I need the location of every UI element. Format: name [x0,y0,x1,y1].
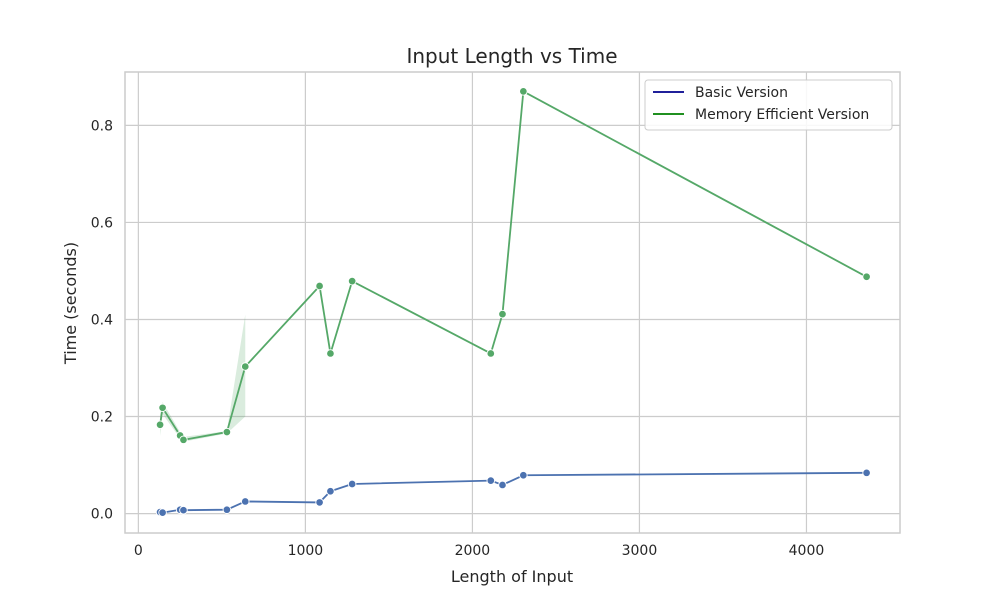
y-axis-title: Time (seconds) [61,242,80,365]
x-tick-label: 3000 [622,543,658,559]
data-point-memory-efficient-version [519,87,528,96]
legend-box [644,79,893,131]
data-point-basic-version [326,487,335,496]
grid-lines [125,72,900,533]
data-point-memory-efficient-version [158,403,167,413]
x-tick-label: 1000 [288,543,324,559]
data-point-basic-version [222,505,232,514]
series-line-memory-efficient-version [159,90,868,441]
data-point-memory-efficient-version [155,420,165,430]
y-tick-label: 0.6 [91,215,113,231]
series-line-basic-version [159,471,867,514]
data-points [155,87,871,517]
series-lines [159,90,868,514]
data-point-basic-version [862,468,871,478]
data-point-memory-efficient-version [347,276,357,286]
x-tick-labels: 0 1000 2000 3000 4000 [134,543,824,559]
data-point-basic-version [519,471,528,480]
data-point-memory-efficient-version [862,272,871,282]
data-point-basic-version [241,497,250,506]
y-tick-label: 0.8 [91,118,113,134]
x-tick-label: 2000 [455,543,491,559]
data-point-basic-version [347,479,357,489]
data-point-basic-version [498,480,507,490]
data-point-memory-efficient-version [498,309,507,319]
data-point-basic-version [158,508,167,517]
chart-title: Input Length vs Time [406,44,617,68]
x-tick-label: 4000 [789,543,825,559]
data-point-memory-efficient-version [315,281,324,291]
data-point-basic-version [486,476,496,485]
legend-label-memory-efficient: Memory Efficient Version [695,107,869,123]
plot-frame [124,71,901,534]
legend-label-basic: Basic Version [695,85,788,101]
data-point-memory-efficient-version [486,349,496,358]
data-point-memory-efficient-version [222,427,232,437]
x-axis-title: Length of Input [451,567,573,586]
data-point-basic-version [315,498,324,507]
data-point-basic-version [179,505,188,515]
x-tick-label: 0 [134,543,143,559]
y-tick-label: 0.4 [91,312,113,328]
data-point-memory-efficient-version [179,435,188,445]
legend: Basic Version Memory Efficient Version [644,79,893,131]
y-tick-label: 0.2 [91,410,113,426]
y-tick-label: 0.0 [91,507,113,523]
y-tick-labels: 0.0 0.2 0.4 0.6 0.8 [91,118,113,522]
data-point-memory-efficient-version [326,349,335,358]
data-point-memory-efficient-version [241,362,250,371]
